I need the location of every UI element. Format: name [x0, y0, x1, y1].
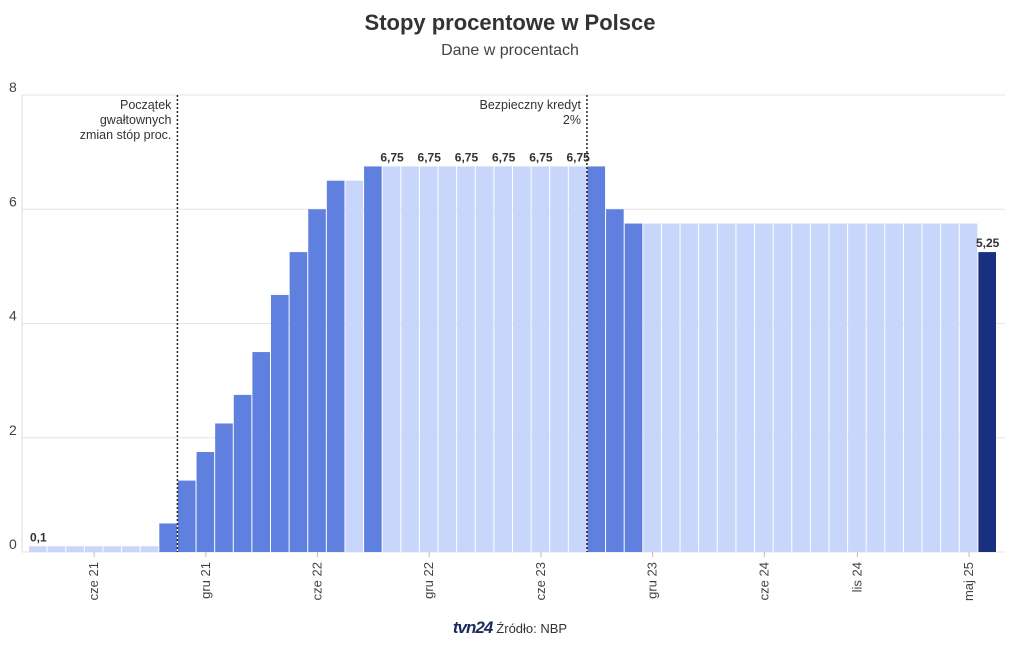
x-tick-label: cze 24	[756, 562, 771, 600]
chart-title: Stopy procentowe w Polsce	[364, 10, 656, 35]
bar	[419, 166, 438, 552]
annotation-text: Bezpieczny kredyt	[480, 98, 582, 112]
bar	[587, 166, 606, 552]
bar	[271, 294, 289, 552]
bar	[382, 166, 401, 552]
x-tick-label: cze 21	[86, 562, 101, 600]
annotation-text: 2%	[563, 113, 581, 127]
bar	[252, 352, 270, 552]
x-tick-label: gru 21	[198, 562, 213, 599]
bar	[773, 223, 792, 552]
x-tick-label: gru 22	[421, 562, 436, 599]
bar	[978, 252, 996, 552]
bar	[513, 166, 531, 552]
bar	[326, 180, 345, 552]
x-tick-label: cze 22	[310, 562, 325, 600]
bar	[643, 223, 661, 552]
bar	[736, 223, 754, 552]
bar	[84, 546, 103, 552]
bar	[568, 166, 587, 552]
bar	[885, 223, 903, 552]
bar	[215, 423, 233, 552]
bar	[438, 166, 457, 552]
bar	[848, 223, 866, 552]
bar	[233, 394, 252, 552]
bar	[959, 223, 978, 552]
data-label: 0,1	[30, 530, 47, 544]
y-tick-label: 6	[9, 193, 17, 209]
x-tick-label: gru 23	[645, 562, 660, 599]
bar	[941, 223, 959, 552]
annotation-text: zmian stóp proc.	[80, 128, 172, 142]
x-tick-label: lis 24	[849, 562, 864, 592]
data-label: 6,75	[566, 150, 590, 164]
bar	[29, 546, 47, 552]
annotation-text: Początek	[120, 98, 172, 112]
bar	[289, 252, 308, 552]
data-label: 6,75	[380, 150, 404, 164]
bar	[680, 223, 699, 552]
bar	[140, 546, 159, 552]
bar	[159, 523, 177, 552]
bar	[755, 223, 773, 552]
data-label: 6,75	[418, 150, 442, 164]
y-tick-label: 4	[9, 308, 17, 324]
bar	[903, 223, 922, 552]
x-tick-label: maj 25	[961, 562, 976, 601]
bar	[47, 546, 66, 552]
bar	[699, 223, 717, 552]
bar	[401, 166, 419, 552]
bar	[717, 223, 736, 552]
bar	[661, 223, 680, 552]
bar	[624, 223, 643, 552]
bar	[177, 480, 196, 552]
data-label: 6,75	[455, 150, 479, 164]
bar	[103, 546, 122, 552]
bar	[550, 166, 568, 552]
bar	[364, 166, 382, 552]
bar	[308, 209, 326, 552]
chart-subtitle: Dane w procentach	[441, 42, 579, 59]
bar	[196, 452, 215, 552]
data-label: 6,75	[492, 150, 516, 164]
source-text: Źródło: NBP	[496, 620, 568, 636]
bar	[922, 223, 941, 552]
bar	[810, 223, 829, 552]
bar	[66, 546, 84, 552]
bar	[122, 546, 140, 552]
y-tick-label: 2	[9, 422, 17, 438]
data-label: 6,75	[529, 150, 553, 164]
bar	[829, 223, 848, 552]
bar	[531, 166, 550, 552]
x-tick-label: cze 23	[533, 562, 548, 600]
bar	[494, 166, 512, 552]
bar	[866, 223, 885, 552]
y-tick-label: 8	[9, 79, 17, 95]
data-label: 5,25	[976, 236, 1000, 250]
tvn24-logo: tvn24	[452, 618, 493, 637]
bar	[345, 180, 364, 552]
bar	[457, 166, 475, 552]
footer: tvn24 Źródło: NBP	[0, 618, 1020, 638]
bar	[606, 209, 624, 552]
bar	[475, 166, 494, 552]
y-tick-label: 0	[9, 536, 17, 552]
annotation-text: gwałtownych	[100, 113, 172, 127]
bar	[792, 223, 810, 552]
